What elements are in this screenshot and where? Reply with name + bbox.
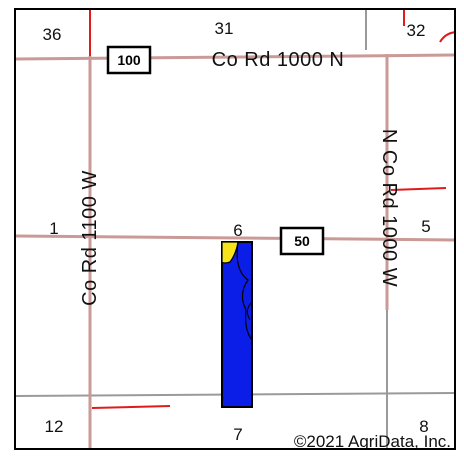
section-number-31: 31 bbox=[215, 19, 234, 38]
section-number-5: 5 bbox=[421, 217, 430, 236]
section-number-36: 36 bbox=[43, 25, 62, 44]
sw-red-section-line bbox=[91, 405, 171, 409]
section-number-8: 8 bbox=[419, 417, 428, 436]
route-shield-middle bbox=[279, 226, 325, 256]
ne-red-curve bbox=[439, 31, 454, 43]
copyright-notice: ©2021 AgriData, Inc. bbox=[294, 432, 451, 450]
east-red-section-line bbox=[390, 187, 447, 191]
route-shield-north-label: 100 bbox=[117, 52, 141, 68]
section-number-12: 12 bbox=[45, 417, 64, 436]
route-shield-middle-label: 50 bbox=[294, 233, 310, 249]
section-number-7: 7 bbox=[233, 425, 242, 444]
route-shield-north bbox=[106, 45, 152, 75]
soil-boundary-2 bbox=[246, 301, 253, 321]
road-label-east: N Co Rd 1000 W bbox=[378, 129, 400, 287]
field-parcel bbox=[221, 241, 253, 408]
road-label-west: Co Rd 1100 W bbox=[79, 170, 101, 306]
section-number-6: 6 bbox=[233, 221, 242, 240]
soil-boundary-1 bbox=[236, 241, 253, 341]
map-frame: 100 50 Co Rd 1000 N Co Rd 1100 W N Co Rd… bbox=[14, 8, 456, 450]
section-number-1: 1 bbox=[49, 219, 58, 238]
section-number-32: 32 bbox=[407, 21, 426, 40]
road-label-north: Co Rd 1000 N bbox=[212, 49, 345, 71]
map-canvas: 100 50 Co Rd 1000 N Co Rd 1100 W N Co Rd… bbox=[16, 10, 454, 450]
